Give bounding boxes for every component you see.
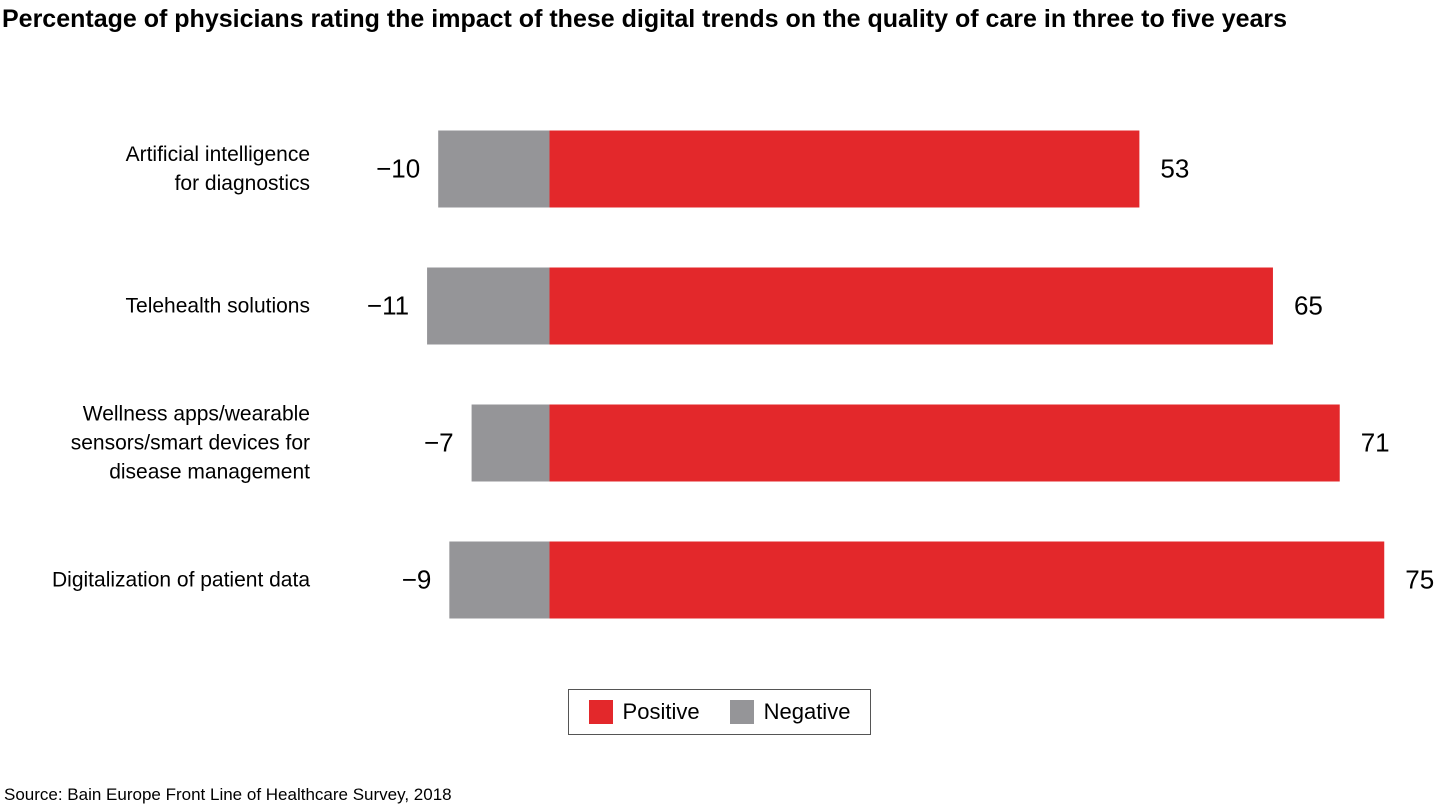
legend-swatch — [729, 700, 754, 724]
legend: Positive Negative — [568, 689, 871, 735]
value-label: 75 — [1405, 564, 1435, 595]
category-label: Digitalization of patient data — [52, 568, 310, 592]
value-label: −11 — [366, 290, 410, 321]
bar — [438, 130, 550, 208]
bar — [549, 267, 1273, 345]
category-label: Telehealth solutions — [125, 294, 310, 318]
value-label: −7 — [423, 427, 454, 458]
value-label: −9 — [401, 564, 432, 595]
bar — [427, 267, 550, 345]
value-label: 65 — [1293, 290, 1323, 321]
source-note: Source: Bain Europe Front Line of Health… — [4, 785, 452, 804]
legend-item: Positive — [588, 699, 700, 725]
legend-label: Positive — [622, 699, 700, 724]
bar — [549, 404, 1340, 482]
bar — [549, 541, 1385, 619]
legend-label: Negative — [763, 699, 851, 724]
value-label: 71 — [1360, 427, 1390, 458]
bar — [549, 130, 1140, 208]
bar — [471, 404, 550, 482]
legend-item: Negative — [729, 699, 851, 725]
value-label: −10 — [376, 153, 421, 184]
category-label: Wellness apps/wearable sensors/smart dev… — [70, 402, 310, 484]
legend-swatch — [588, 700, 613, 724]
category-label: Artificial intelligence for diagnostics — [125, 143, 310, 195]
value-label: 53 — [1160, 153, 1190, 184]
chart-title: Percentage of physicians rating the impa… — [2, 5, 1288, 33]
bar — [449, 541, 550, 619]
